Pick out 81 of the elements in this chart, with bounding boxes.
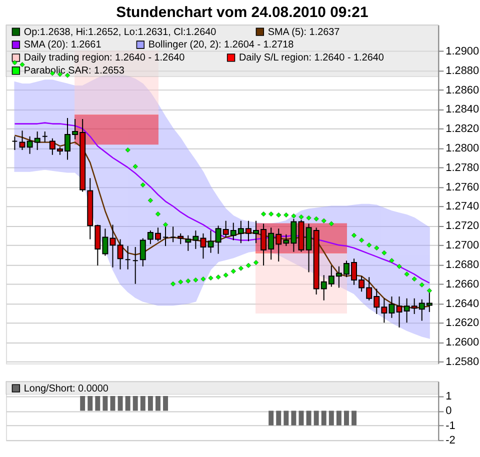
point [178, 279, 184, 285]
y-tick-label: 1.2860 [446, 84, 480, 96]
point [140, 182, 146, 188]
y-tick-label: 1.2880 [446, 64, 480, 77]
point [396, 264, 402, 269]
point [276, 212, 282, 218]
y-tick-label: 1.2720 [446, 220, 480, 232]
y-tick-label: 1.2640 [446, 298, 480, 310]
candlestick [132, 246, 138, 284]
point [12, 60, 18, 66]
y-tick-label: 1.2700 [446, 240, 480, 252]
point [162, 222, 168, 228]
y-tick-label: 1.2780 [446, 162, 480, 174]
point [132, 164, 138, 170]
point [328, 221, 334, 226]
candlestick [110, 224, 116, 268]
point [208, 275, 214, 281]
y-tick-label: 0 [446, 405, 452, 418]
y-tick-label: 1.2740 [446, 200, 480, 213]
candlestick [170, 226, 176, 243]
candlestick [140, 238, 146, 267]
y-tick-label: 1.2680 [446, 258, 480, 271]
point [253, 260, 259, 266]
legend-label: Long/Short: 0.0000 [24, 383, 109, 394]
point [148, 198, 154, 204]
y-tick-label: 1.2660 [446, 278, 480, 290]
point [306, 215, 312, 220]
point [321, 218, 326, 224]
chart-title: Stundenchart vom 24.08.2010 09:21 [116, 4, 368, 22]
y-tick-label: 1.2620 [446, 317, 480, 330]
candlestick [162, 224, 169, 247]
line-series [14, 122, 430, 284]
y-tick-label: 1.2580 [446, 356, 480, 368]
point [351, 232, 357, 238]
candlestick [12, 136, 18, 150]
y-tick-label: 1.2600 [446, 336, 480, 349]
legend-label: Daily S/L region: 1.2640 - 1.2640 [239, 52, 384, 64]
y-tick-label: 1.2900 [446, 46, 480, 58]
y-tick-label: 1.2760 [446, 181, 480, 194]
legend-label: Bollinger (20, 2): 1.2604 - 1.2718 [148, 40, 294, 51]
point [284, 212, 289, 218]
legend-label: Parabolic SAR: 1.2653 [24, 66, 125, 77]
point [389, 258, 394, 264]
point [20, 62, 25, 68]
y-tick-label: 1.2820 [446, 123, 480, 136]
legend-label: Op:1.2638, Hi:1.2652, Lo:1.2631, Cl:1.2640 [24, 26, 217, 38]
point [419, 282, 424, 288]
point [366, 242, 372, 248]
point [426, 288, 432, 294]
point [412, 276, 417, 282]
point [238, 266, 244, 271]
point [170, 281, 176, 286]
candlestick [124, 246, 131, 270]
candlestick [117, 238, 124, 270]
point [193, 277, 198, 283]
point [223, 272, 228, 278]
point [298, 214, 304, 220]
point [216, 274, 221, 280]
point [382, 250, 387, 256]
legend-label: Daily trading region: 1.2640 - 1.2640 [24, 52, 186, 64]
legend-label: SMA (20): 1.2661 [24, 40, 102, 51]
point [404, 272, 410, 277]
point [374, 245, 380, 251]
y-tick-label: -2 [446, 434, 456, 447]
y-tick-label: -1 [446, 420, 456, 432]
point [155, 211, 161, 217]
point [260, 211, 266, 217]
y-tick-label: 1.2800 [446, 142, 480, 155]
point [246, 262, 252, 268]
point [358, 238, 364, 243]
candlestick [42, 131, 48, 143]
point [291, 213, 296, 219]
point [230, 268, 236, 274]
y-tick-label: 1.2840 [446, 104, 480, 116]
point [186, 278, 191, 284]
point [200, 276, 206, 282]
point [268, 211, 274, 217]
point [314, 216, 319, 222]
y-tick-label: 1 [446, 390, 452, 403]
point [125, 147, 130, 153]
legend-label: SMA (5): 1.2637 [268, 26, 340, 38]
